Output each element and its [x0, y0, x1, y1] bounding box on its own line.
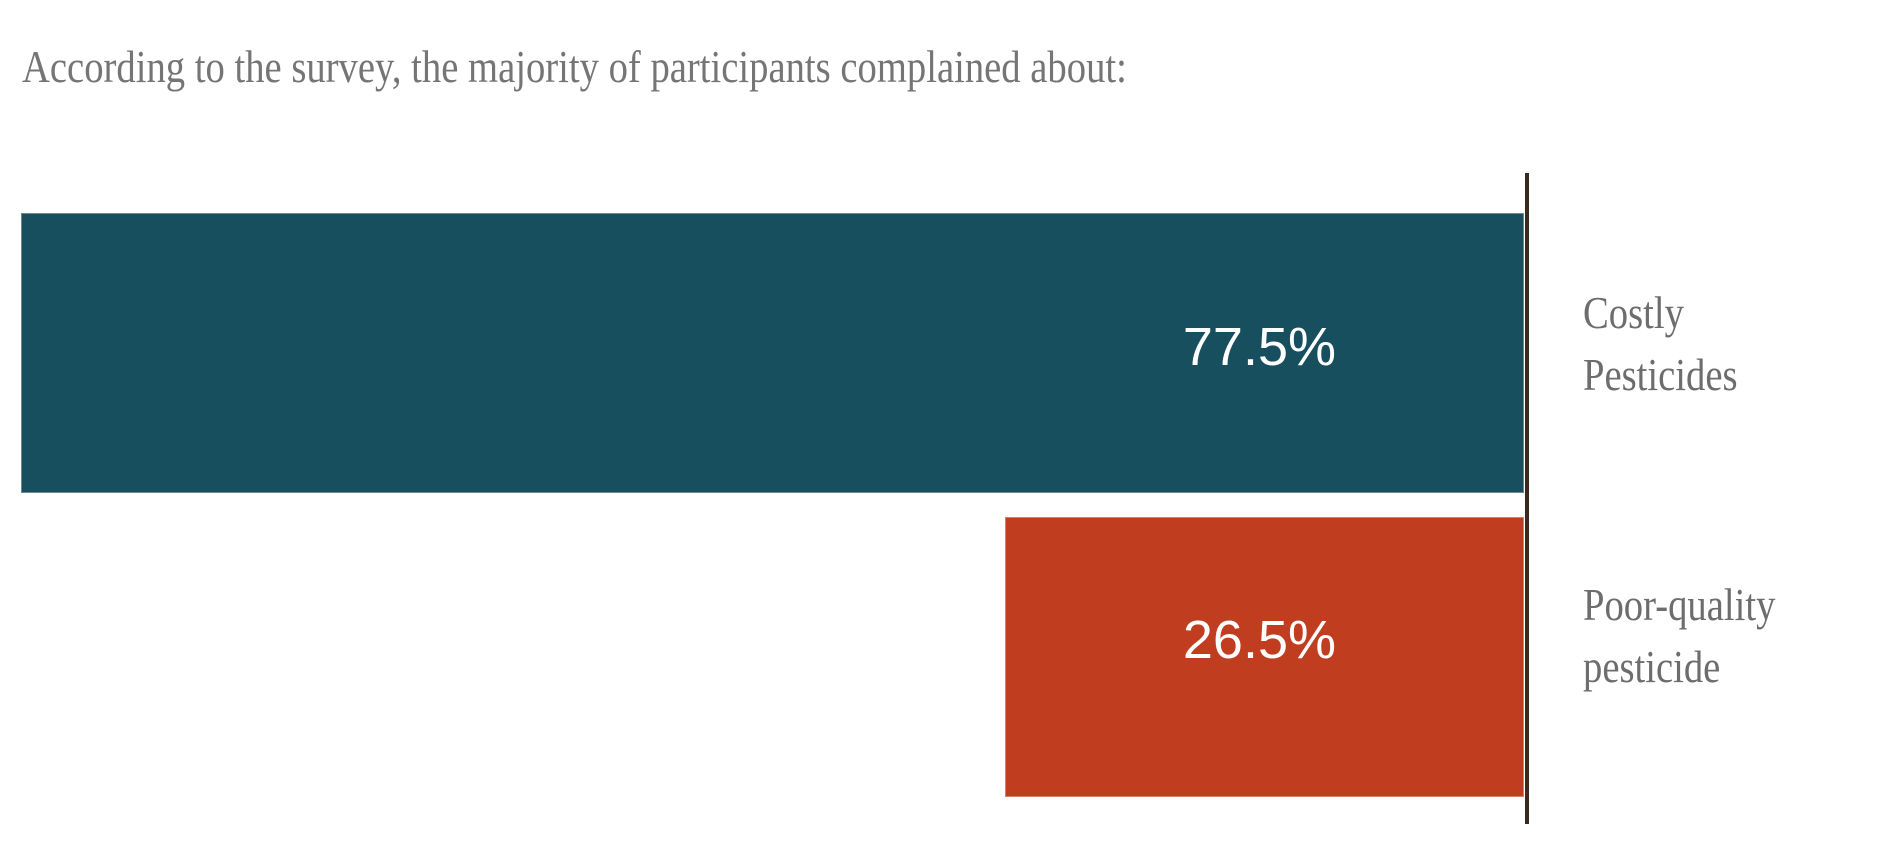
category-label-line: Poor-quality [1583, 579, 1776, 630]
category-label-poor-quality-pesticide: Poor-quality pesticide [1583, 574, 1775, 698]
category-label-line: Pesticides [1583, 349, 1738, 400]
category-label-line: Costly [1583, 287, 1684, 338]
bar-value-label-poor-quality-pesticide: 26.5% [1182, 610, 1336, 670]
bar-poor-quality-pesticide: 26.5% [1005, 517, 1524, 797]
category-label-line: pesticide [1583, 641, 1721, 692]
bar-costly-pesticides: 77.5% [21, 213, 1524, 493]
chart-title: According to the survey, the majority of… [22, 41, 1127, 92]
baseline-axis-line [1525, 173, 1529, 824]
bar-value-label-costly-pesticides: 77.5% [1182, 317, 1336, 377]
category-label-costly-pesticides: Costly Pesticides [1583, 282, 1738, 406]
